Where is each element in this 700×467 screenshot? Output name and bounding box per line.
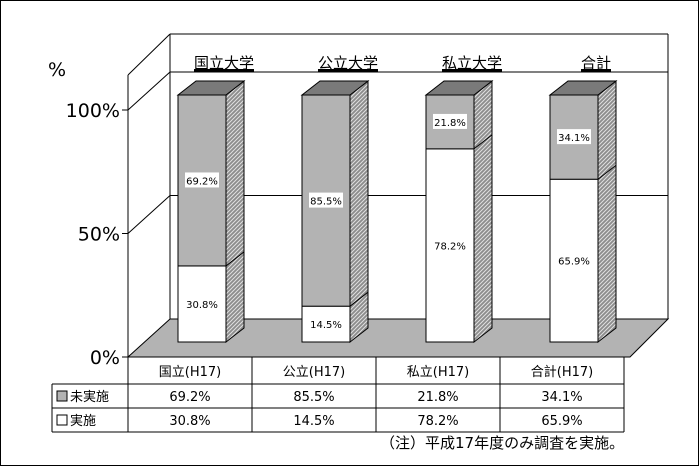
y-axis-ticks: 0% 50% 100% (66, 100, 128, 369)
table-value-cell: 69.2% (169, 390, 210, 405)
table-value-cell: 85.5% (293, 390, 334, 405)
category-header: 公立大学 (318, 54, 378, 72)
data-label: 34.1% (558, 133, 590, 144)
data-label: 14.5% (310, 320, 342, 331)
footnote: （注）平成17年度のみ調査を実施。 (380, 434, 624, 452)
bar-side-face (349, 79, 369, 344)
data-label: 78.2% (434, 241, 466, 252)
table-category-cell: 国立(H17) (159, 365, 221, 380)
category-header: 合計 (581, 54, 611, 72)
y-tick-label: 0% (90, 347, 120, 369)
table-value-cell: 21.8% (417, 390, 458, 405)
y-tick-label: 100% (66, 100, 120, 122)
table-category-cell: 公立(H17) (283, 365, 345, 380)
table-value-cell: 30.8% (169, 414, 210, 429)
bar-side-divider (597, 164, 617, 180)
bar-stack: 14.5% 85.5% (300, 79, 370, 344)
data-label-bg (557, 129, 591, 145)
category-headers: 国立大学 公立大学 私立大学 合計 (194, 54, 611, 72)
bar-stack: 78.2% 21.8% (424, 79, 494, 344)
data-label: 85.5% (310, 197, 342, 208)
data-label-bg (433, 113, 467, 129)
data-label-bg (185, 295, 219, 311)
table-value-cell: 78.2% (417, 414, 458, 429)
data-label-bg (309, 192, 343, 208)
table-category-cell: 私立(H17) (407, 365, 469, 380)
data-label: 21.8% (434, 118, 466, 129)
bar-side-divider (225, 251, 245, 267)
category-header: 国立大学 (194, 54, 254, 72)
legend-series-name: 未実施 (70, 389, 109, 405)
table-category-cell: 合計(H17) (531, 364, 593, 380)
bar-side-divider (349, 291, 369, 307)
data-label-bg (309, 316, 343, 332)
table-value-cell: 34.1% (541, 390, 582, 405)
legend-gray-square-icon (56, 390, 68, 402)
legend-white-square-icon (56, 414, 68, 426)
top-left-wall-edge (127, 33, 171, 76)
gridline-diag (127, 195, 171, 234)
bar-stack: 30.8% 69.2% (176, 79, 246, 344)
table-value-cell: 65.9% (541, 414, 582, 429)
data-label: 30.8% (186, 300, 218, 311)
data-table: 国立(H17) 公立(H17) 私立(H17) 合計(H17) 未実施 69.2% 85.5… (51, 356, 625, 433)
bar-side-face (225, 79, 245, 344)
bar-stack: 65.9% 34.1% (548, 79, 618, 344)
y-unit-label: % (48, 59, 66, 81)
data-label: 65.9% (558, 257, 590, 268)
data-label-bg (433, 237, 467, 253)
table-value-cell: 14.5% (293, 414, 334, 429)
gridline-diag (127, 71, 171, 111)
data-label: 69.2% (186, 176, 218, 187)
bar-side-face (473, 79, 493, 344)
bar-side-divider (473, 134, 493, 150)
data-label-bg (557, 252, 591, 268)
data-label-bg (185, 172, 219, 188)
category-header: 私立大学 (442, 54, 502, 72)
legend-series-name: 実施 (70, 413, 96, 429)
y-tick-label: 50% (78, 224, 120, 246)
bars: 30.8% 69.2% 14.5% 85.5% 78.2% 21.8% 65.9% 34.1% (176, 79, 618, 344)
bar-side-face (597, 79, 617, 344)
